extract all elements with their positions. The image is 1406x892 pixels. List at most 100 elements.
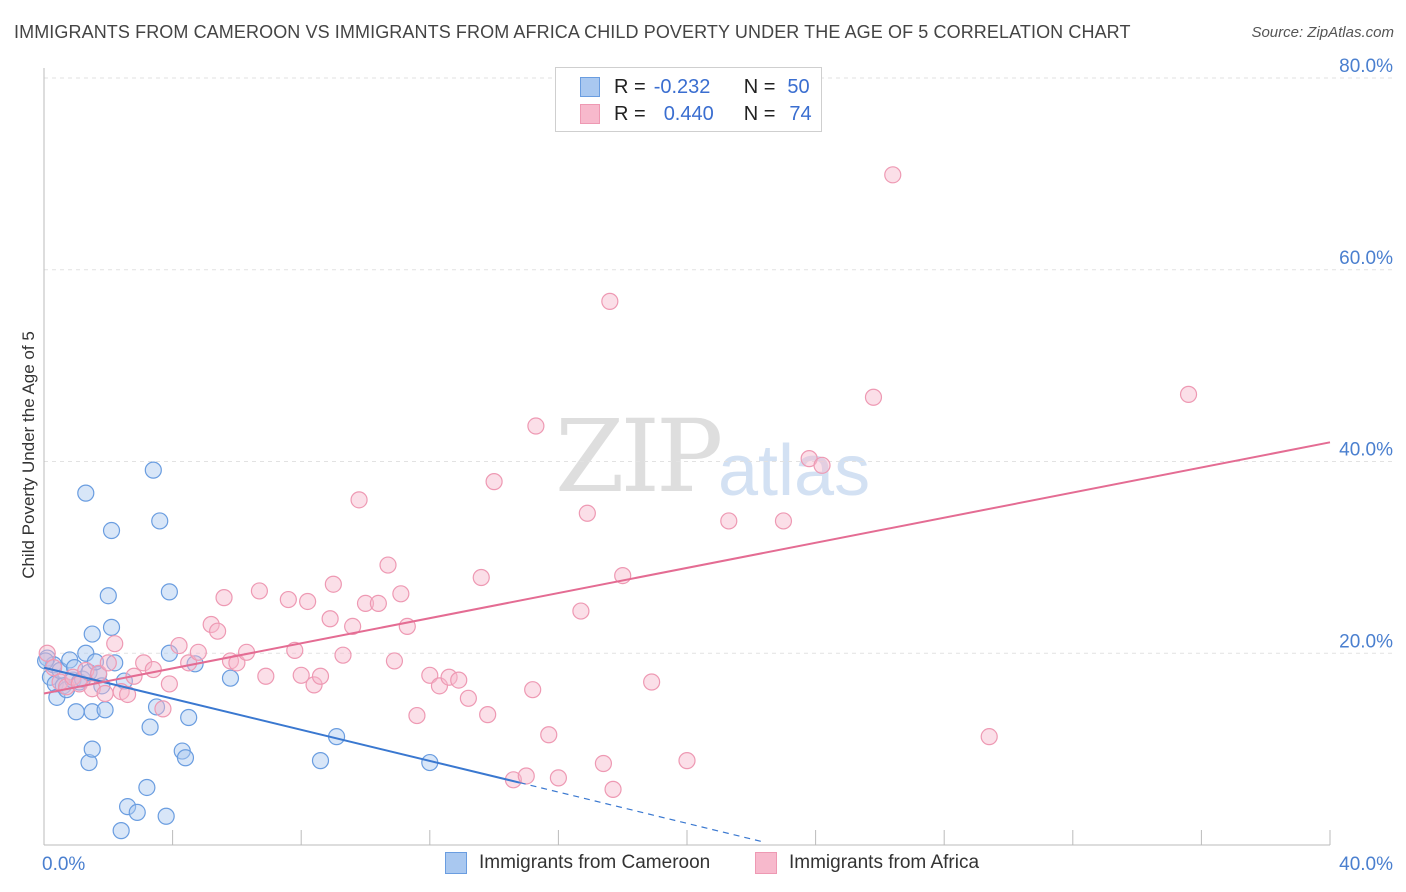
data-point bbox=[334, 646, 352, 664]
legend-row-cameroon: R = -0.232 N = 50 bbox=[580, 75, 810, 99]
data-point bbox=[160, 583, 178, 601]
data-point bbox=[311, 667, 330, 685]
data-point bbox=[292, 666, 310, 684]
data-point bbox=[102, 521, 121, 540]
data-point bbox=[215, 589, 233, 607]
data-point bbox=[604, 780, 622, 798]
data-point bbox=[144, 660, 162, 679]
legend-n-value: 50 bbox=[787, 75, 810, 98]
data-point bbox=[408, 706, 426, 725]
data-point bbox=[209, 622, 227, 640]
data-point bbox=[305, 676, 323, 694]
data-point bbox=[144, 461, 162, 479]
gridlines bbox=[44, 77, 1392, 654]
data-point bbox=[430, 677, 449, 695]
y-tick-label: 20.0% bbox=[1339, 631, 1393, 652]
data-point bbox=[38, 649, 56, 667]
bottom-legend-swatch-cameroon bbox=[445, 852, 467, 874]
data-point bbox=[170, 636, 188, 655]
data-point bbox=[77, 484, 95, 502]
data-point bbox=[141, 718, 159, 736]
data-point bbox=[118, 798, 137, 816]
data-point bbox=[472, 568, 490, 587]
data-point bbox=[189, 643, 207, 661]
legend-row-africa: R = 0.440 N = 74 bbox=[580, 102, 812, 126]
data-point bbox=[1179, 385, 1198, 403]
stats-legend: R = -0.232 N = 50 R = 0.440 N = 74 bbox=[555, 67, 822, 132]
data-point bbox=[160, 675, 178, 693]
data-point bbox=[96, 684, 114, 703]
data-point bbox=[279, 590, 297, 609]
data-point bbox=[450, 671, 468, 689]
data-point bbox=[106, 654, 124, 672]
y-axis-label: Child Poverty Under the Age of 5 bbox=[19, 331, 38, 579]
bottom-legend-africa: Immigrants from Africa bbox=[755, 852, 979, 874]
data-point bbox=[67, 703, 85, 721]
data-point bbox=[99, 654, 117, 672]
data-point bbox=[38, 644, 56, 662]
data-point bbox=[128, 803, 146, 822]
data-point bbox=[147, 698, 166, 716]
data-point bbox=[221, 669, 240, 687]
data-point bbox=[83, 625, 101, 643]
data-point bbox=[321, 610, 339, 628]
data-point bbox=[517, 767, 535, 785]
data-point bbox=[286, 641, 304, 659]
bottom-legend-label: Immigrants from Africa bbox=[789, 852, 980, 873]
data-point bbox=[202, 615, 220, 634]
x-tick-label-min: 0.0% bbox=[42, 854, 85, 875]
data-point bbox=[135, 654, 153, 672]
data-point bbox=[601, 292, 619, 310]
data-point bbox=[594, 754, 613, 773]
data-point bbox=[350, 491, 368, 509]
data-point bbox=[643, 673, 661, 691]
data-point bbox=[324, 575, 342, 593]
data-point bbox=[440, 668, 458, 686]
data-point bbox=[864, 388, 883, 406]
data-point bbox=[102, 618, 121, 636]
data-point bbox=[80, 753, 98, 772]
x-tick-label-max: 40.0% bbox=[1339, 854, 1393, 875]
data-point bbox=[311, 752, 330, 770]
data-point bbox=[421, 666, 439, 684]
trend-lines bbox=[43, 441, 1331, 843]
legend-n-value: 74 bbox=[789, 102, 812, 125]
data-point bbox=[176, 749, 195, 767]
data-point bbox=[813, 456, 831, 474]
trend-line-africa bbox=[43, 441, 1331, 695]
data-point bbox=[379, 556, 397, 574]
data-point bbox=[96, 701, 114, 719]
data-point bbox=[485, 473, 503, 491]
data-point bbox=[77, 644, 95, 662]
legend-n-label: N = bbox=[743, 102, 776, 125]
y-tick-label: 80.0% bbox=[1339, 56, 1393, 77]
data-point bbox=[151, 512, 169, 530]
legend-r-value: 0.440 bbox=[663, 102, 714, 125]
source-credit: Source: ZipAtlas.com bbox=[1251, 24, 1394, 41]
bottom-legend-label: Immigrants from Cameroon bbox=[479, 852, 711, 873]
series-africa-points bbox=[38, 166, 1198, 798]
data-point bbox=[344, 617, 362, 636]
data-point bbox=[106, 635, 124, 653]
bottom-legend-swatch-africa bbox=[755, 852, 777, 874]
data-point bbox=[572, 602, 590, 620]
trend-line-cameroon bbox=[43, 666, 521, 784]
legend-r-label: R = bbox=[614, 75, 646, 98]
data-point bbox=[884, 166, 902, 184]
series-cameroon-points bbox=[37, 461, 439, 840]
data-point bbox=[112, 822, 130, 840]
trend-line-cameroon-extension bbox=[519, 782, 765, 843]
data-point bbox=[524, 681, 542, 699]
bottom-legend-cameroon: Immigrants from Cameroon bbox=[445, 852, 710, 874]
legend-swatch-cameroon bbox=[580, 77, 600, 97]
legend-r-value: -0.232 bbox=[653, 75, 711, 98]
data-point bbox=[83, 740, 101, 758]
data-point bbox=[138, 778, 156, 797]
data-point bbox=[369, 594, 387, 612]
y-tick-label: 60.0% bbox=[1339, 248, 1393, 269]
data-point bbox=[250, 582, 269, 600]
data-point bbox=[459, 689, 477, 707]
x-axis-ticks bbox=[43, 830, 1331, 845]
legend-r-label: R = bbox=[614, 102, 646, 125]
